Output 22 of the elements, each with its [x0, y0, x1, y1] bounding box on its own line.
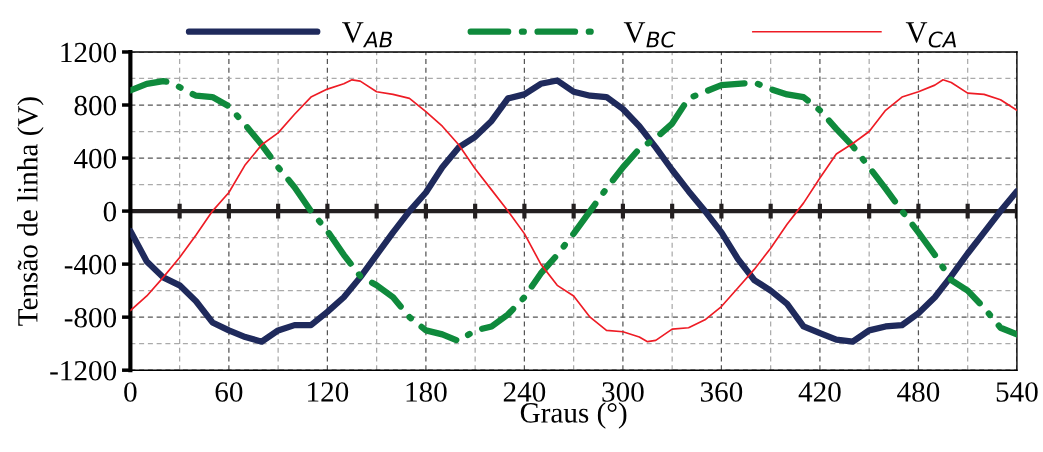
x-tick-label: 420: [798, 382, 841, 402]
x-tick-label: 60: [215, 382, 243, 402]
y-tick-label: 800: [74, 95, 117, 116]
legend-label: V$_{CA}$: [905, 22, 956, 48]
y-tick-label: -1200: [50, 360, 117, 381]
x-tick-label: 0: [124, 382, 137, 402]
x-axis-title: Graus (°): [520, 402, 627, 429]
x-tick-label: 360: [700, 382, 743, 402]
legend-label: V$_{BC}$: [623, 22, 676, 48]
y-tick-label: 1200: [61, 42, 117, 63]
x-tick-label: 120: [308, 382, 349, 402]
x-tick-label: 540: [996, 382, 1038, 402]
x-tick-label: 300: [602, 382, 644, 402]
y-tick-label: -800: [64, 307, 117, 328]
legend-label: V$_{AB}$: [342, 22, 393, 48]
x-tick-label: 480: [897, 382, 940, 402]
x-tick-label: 240: [503, 382, 546, 402]
y-tick-label: 0: [103, 201, 117, 222]
y-tick-label: 400: [74, 148, 117, 169]
x-tick-label: 180: [406, 382, 447, 402]
y-tick-label: -400: [64, 254, 117, 275]
y-axis-title: Tensão de linha (V): [17, 97, 44, 326]
